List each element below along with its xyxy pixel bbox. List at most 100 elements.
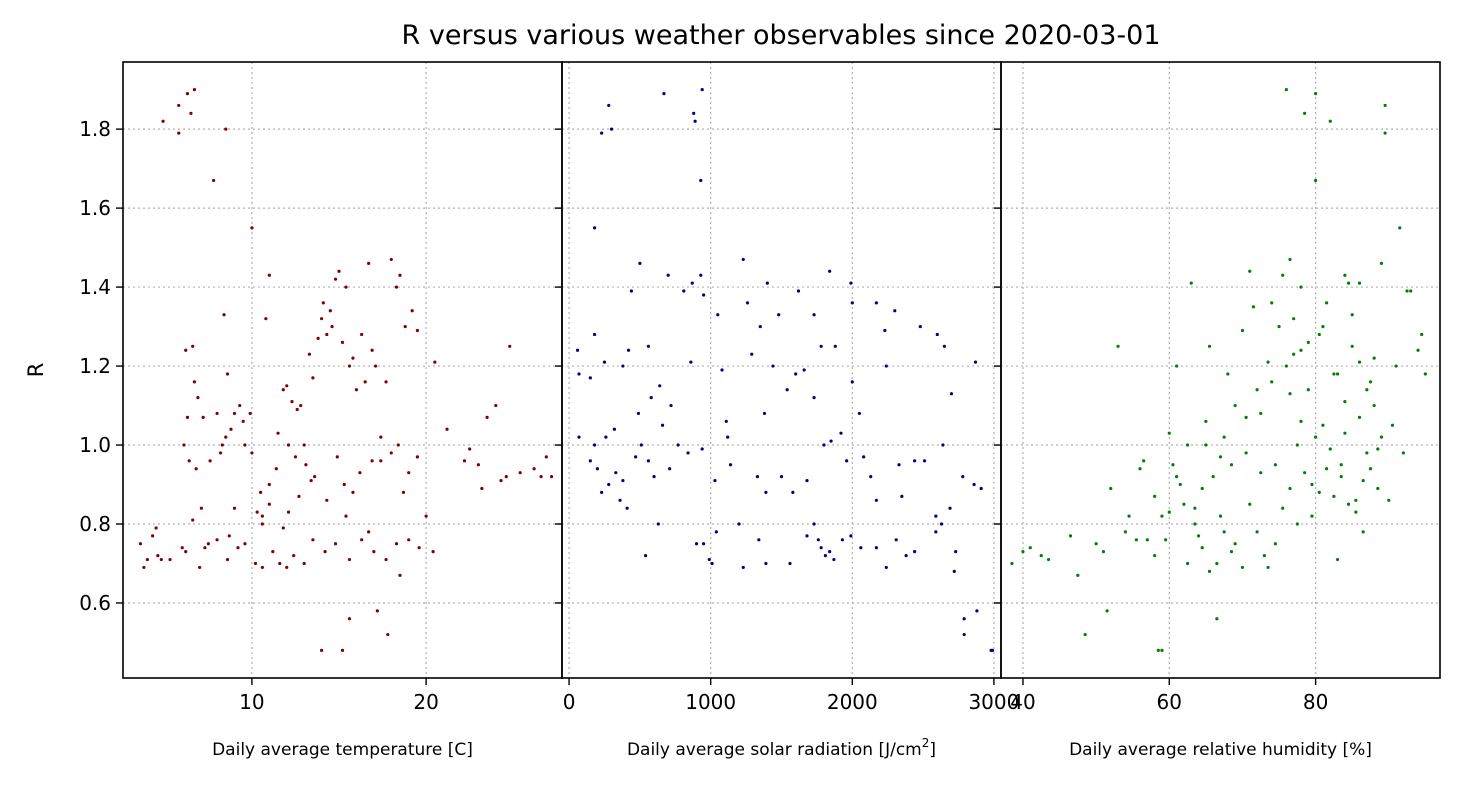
data-point xyxy=(1332,372,1336,376)
data-point xyxy=(874,546,878,550)
data-point xyxy=(1321,423,1325,427)
data-point xyxy=(1116,344,1120,348)
data-point xyxy=(1266,360,1270,364)
data-point xyxy=(196,396,200,400)
data-point xyxy=(1303,111,1307,115)
data-point xyxy=(267,482,271,487)
data-point xyxy=(316,336,320,341)
data-point xyxy=(386,632,390,637)
data-point xyxy=(215,411,219,416)
data-point xyxy=(600,490,604,495)
data-point xyxy=(1361,530,1365,534)
data-point xyxy=(1372,356,1376,360)
data-point xyxy=(796,289,801,293)
data-point xyxy=(757,538,761,542)
data-point xyxy=(948,506,952,510)
data-point xyxy=(299,403,303,408)
data-point xyxy=(351,356,355,360)
data-point xyxy=(693,119,697,123)
data-point xyxy=(1346,502,1351,506)
data-point xyxy=(1383,131,1387,135)
data-point xyxy=(271,550,275,554)
data-point xyxy=(577,372,581,376)
data-point xyxy=(771,364,775,368)
data-point xyxy=(884,364,888,368)
data-point xyxy=(1189,281,1193,285)
data-point xyxy=(311,376,315,380)
data-point xyxy=(384,557,388,562)
data-point xyxy=(1339,463,1343,467)
data-point xyxy=(762,411,767,416)
data-point xyxy=(1335,557,1340,562)
data-point xyxy=(1357,281,1362,285)
data-point xyxy=(321,301,325,305)
data-point xyxy=(504,475,508,479)
data-point xyxy=(208,459,212,463)
data-point xyxy=(225,557,230,562)
data-point xyxy=(1259,471,1263,475)
data-point xyxy=(755,475,760,479)
data-point xyxy=(1134,538,1138,542)
y-tick-label: 1.4 xyxy=(79,275,111,299)
data-point xyxy=(1314,178,1318,183)
data-point xyxy=(384,380,388,384)
data-point xyxy=(1259,411,1263,416)
data-point xyxy=(319,648,324,652)
data-point xyxy=(1270,301,1274,305)
data-point xyxy=(1379,261,1384,265)
data-point xyxy=(862,455,866,459)
x-tick-label: 40 xyxy=(1010,690,1035,714)
data-point xyxy=(229,427,233,431)
data-point xyxy=(1350,344,1354,348)
data-point xyxy=(1160,648,1164,652)
data-point xyxy=(325,332,329,337)
data-point xyxy=(1171,463,1175,467)
data-point xyxy=(360,332,364,337)
data-point xyxy=(238,403,242,408)
data-point xyxy=(410,309,414,313)
data-point xyxy=(259,490,263,495)
data-point xyxy=(625,506,629,510)
data-point xyxy=(777,313,781,317)
data-point xyxy=(1185,443,1190,447)
data-point xyxy=(588,459,592,463)
data-point xyxy=(669,403,673,408)
data-point xyxy=(367,530,371,534)
data-point xyxy=(823,553,828,558)
data-point xyxy=(243,542,247,546)
data-point xyxy=(281,388,285,392)
data-point xyxy=(1281,506,1285,510)
data-point xyxy=(379,459,383,463)
data-point xyxy=(724,419,728,423)
data-point xyxy=(267,273,271,277)
data-point xyxy=(1368,467,1373,471)
data-point xyxy=(161,119,165,123)
data-point xyxy=(700,88,704,92)
data-point xyxy=(544,455,548,459)
data-point xyxy=(962,632,966,637)
data-point xyxy=(398,573,402,577)
data-point xyxy=(1185,561,1190,566)
data-point xyxy=(281,526,285,530)
data-point xyxy=(828,269,832,273)
data-point xyxy=(1379,435,1384,439)
data-point xyxy=(225,372,230,376)
data-point xyxy=(699,273,703,277)
data-point xyxy=(206,542,210,546)
data-point xyxy=(788,561,792,566)
y-tick-label: 1.2 xyxy=(79,354,111,378)
data-point xyxy=(1299,419,1303,423)
data-point xyxy=(612,427,616,431)
data-point xyxy=(224,127,228,131)
data-point xyxy=(900,494,904,498)
data-point xyxy=(913,550,917,554)
data-point xyxy=(979,486,983,491)
data-point xyxy=(276,431,280,435)
data-point xyxy=(1357,360,1362,364)
data-point xyxy=(850,301,854,305)
data-point xyxy=(764,561,768,566)
data-point xyxy=(177,131,181,135)
data-point xyxy=(285,384,289,388)
data-point xyxy=(1046,557,1051,562)
data-point xyxy=(1343,399,1347,404)
